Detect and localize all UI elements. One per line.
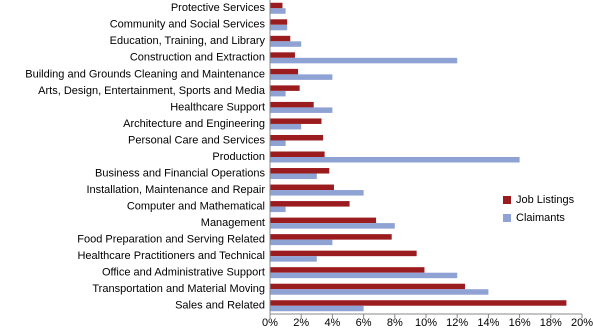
y-tick-label: Production (212, 151, 265, 163)
bar (270, 24, 288, 31)
bar (270, 272, 458, 279)
legend-label: Claimants (516, 212, 565, 224)
bar (270, 101, 314, 108)
x-tick-label: 8% (387, 317, 403, 329)
bar (270, 283, 465, 290)
bar (270, 217, 377, 224)
x-tick-label: 16% (509, 317, 531, 329)
y-tick-label: Protective Services (171, 2, 266, 14)
y-tick-label: Construction and Extraction (130, 52, 265, 64)
bar (270, 85, 300, 91)
legend-label: Job Listings (516, 194, 575, 206)
bar (270, 90, 286, 97)
y-tick-label: Architecture and Engineering (123, 118, 265, 130)
bar (270, 2, 283, 9)
x-tick-label: 4% (324, 317, 340, 329)
bar (270, 123, 302, 130)
bar (270, 151, 325, 157)
x-tick-label: 14% (477, 317, 499, 329)
bar (270, 74, 333, 80)
bar (270, 190, 364, 196)
bar (270, 157, 520, 163)
y-tick-label: Food Preparation and Serving Related (77, 234, 265, 246)
bar (270, 118, 322, 124)
y-tick-label: Community and Social Services (110, 19, 266, 31)
bar (270, 8, 286, 14)
y-tick-label: Management (201, 217, 265, 229)
y-tick-label: Transportation and Material Moving (92, 283, 265, 295)
bar (270, 57, 458, 64)
y-tick-label: Sales and Related (175, 300, 265, 312)
bar (270, 305, 364, 312)
bar (270, 223, 395, 229)
legend-swatch (503, 214, 511, 222)
x-tick-label: 18% (540, 317, 562, 329)
bar (270, 206, 286, 213)
bar (270, 239, 333, 246)
x-tick-label: 2% (293, 317, 309, 329)
y-tick-label: Computer and Mathematical (127, 200, 265, 212)
y-tick-label: Office and Administrative Support (102, 267, 265, 279)
y-tick-label: Building and Grounds Cleaning and Mainte… (25, 68, 265, 80)
bar (270, 267, 425, 273)
y-tick-label: Healthcare Support (170, 101, 265, 113)
y-tick-label: Business and Financial Operations (95, 167, 265, 179)
bar (270, 256, 317, 262)
y-tick-label: Installation, Maintenance and Repair (86, 184, 265, 196)
bar (270, 250, 417, 257)
bar (270, 140, 286, 146)
bar (270, 52, 295, 58)
bar (270, 19, 288, 25)
x-tick-label: 0% (262, 317, 278, 329)
bar (270, 234, 392, 240)
bar (270, 134, 324, 141)
x-tick-label: 20% (571, 317, 593, 329)
bar (270, 173, 317, 180)
bar (270, 300, 567, 306)
bar (270, 35, 291, 42)
bar (270, 41, 302, 47)
x-tick-label: 6% (356, 317, 372, 329)
y-tick-label: Personal Care and Services (128, 134, 265, 146)
x-tick-label: 12% (446, 317, 468, 329)
bar (270, 107, 333, 113)
bar (270, 184, 334, 191)
y-tick-label: Arts, Design, Entertainment, Sports and … (38, 85, 266, 97)
bar (270, 289, 489, 295)
legend-swatch (503, 196, 511, 204)
bar (270, 68, 299, 75)
x-tick-label: 10% (415, 317, 437, 329)
bar (270, 201, 350, 207)
bar (270, 168, 330, 174)
y-tick-label: Education, Training, and Library (110, 35, 266, 47)
y-tick-label: Healthcare Practitioners and Technical (77, 250, 265, 262)
